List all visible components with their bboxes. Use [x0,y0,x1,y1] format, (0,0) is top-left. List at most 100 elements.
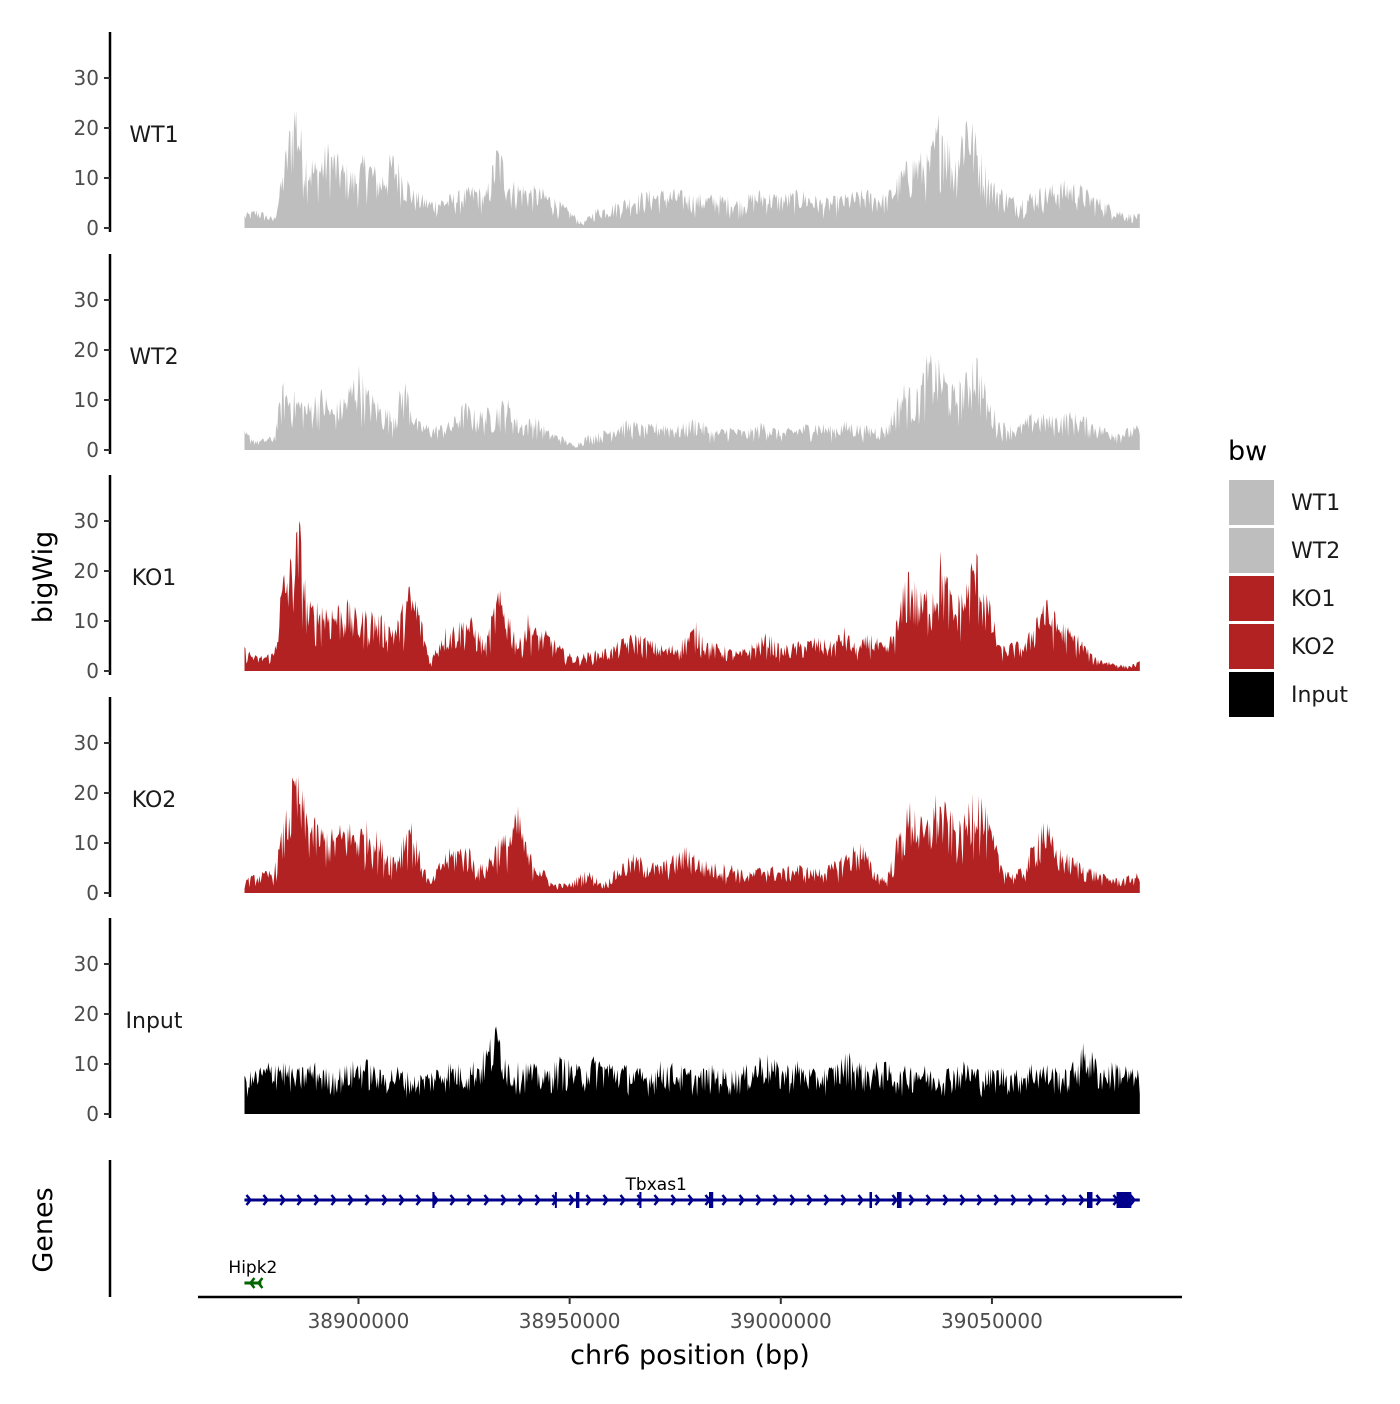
strand-arrow [653,1194,661,1206]
legend-title: bw [1228,436,1267,467]
strand-arrow [364,1194,372,1206]
y-tick-label: 10 [74,166,99,190]
genes-panel-title: Genes [28,1187,59,1272]
x-tick-label: 38950000 [519,1309,621,1333]
strand-arrow [602,1194,610,1206]
track-label: Input [126,1009,183,1034]
legend-swatch-ko1 [1229,576,1274,621]
strand-arrow [279,1194,287,1206]
strand-arrow [483,1194,491,1206]
y-tick-label: 30 [74,731,99,755]
strand-arrow [1027,1194,1035,1206]
strand-arrow [908,1194,916,1206]
strand-arrow [432,1194,440,1206]
strand-arrow [517,1194,525,1206]
strand-arrow [840,1194,848,1206]
y-tick-label: 20 [74,559,99,583]
gene-label: Tbxas1 [625,1175,687,1195]
strand-arrow [449,1194,457,1206]
exon [639,1192,642,1208]
y-tick-label: 20 [74,781,99,805]
strand-arrow [1129,1194,1137,1206]
exon [575,1192,580,1208]
exon [1086,1192,1093,1208]
strand-arrow [721,1194,729,1206]
panel-ko2: 0 10 20 30 KO2 [74,697,1140,905]
strand-arrow [347,1194,355,1206]
gene-tbxas1: Tbxas1 [244,1175,1140,1208]
strand-arrow [313,1194,321,1206]
x-tick-label: 38900000 [308,1309,410,1333]
exon [432,1192,435,1208]
legend-label: Input [1291,683,1348,708]
track-label: WT1 [129,123,178,148]
gene-hipk2: Hipk2 [228,1258,277,1289]
y-tick-label: 30 [74,66,99,90]
exon [554,1192,557,1208]
strand-arrow [789,1194,797,1206]
strand-arrow [534,1194,542,1206]
legend-label: WT2 [1291,539,1340,564]
legend: bw WT1 WT2 KO1 KO2 Input [1228,436,1348,717]
panel-wt1: 0 10 20 30 WT1 [74,32,1140,240]
legend-label: WT1 [1291,491,1340,516]
exon [896,1192,902,1208]
strand-arrow [256,1277,264,1289]
gene-label: Hipk2 [228,1258,277,1278]
panel-ko1: 0 10 20 30 KO1 [74,475,1140,683]
y-tick-label: 20 [74,1002,99,1026]
strand-arrow [755,1194,763,1206]
exon [869,1192,873,1208]
y-tick-label: 20 [74,338,99,362]
strand-arrow [942,1194,950,1206]
y-tick-label: 10 [74,1052,99,1076]
strand-arrow [891,1194,899,1206]
legend-swatch-wt1 [1229,480,1274,525]
strand-arrow [670,1194,678,1206]
strand-arrow [415,1194,423,1206]
strand-arrow [1010,1194,1018,1206]
strand-arrow [687,1194,695,1206]
coverage-area-wt1 [244,110,1140,228]
x-axis: 38900000 38950000 39000000 39050000 [198,1295,1182,1333]
strand-arrow [248,1277,256,1289]
coverage-area-wt2 [244,354,1140,450]
track-label: KO2 [132,788,177,813]
strand-arrow [738,1194,746,1206]
x-tick-label: 39050000 [941,1309,1043,1333]
track-label: WT2 [129,345,178,370]
legend-label: KO2 [1291,635,1336,660]
x-tick-label: 39000000 [730,1309,832,1333]
y-tick-label: 20 [74,116,99,140]
x-axis-title: chr6 position (bp) [570,1340,810,1371]
strand-arrow [1078,1194,1086,1206]
strand-arrow [262,1194,270,1206]
strand-arrow [619,1194,627,1206]
strand-arrow [874,1194,882,1206]
strand-arrow [959,1194,967,1206]
coverage-area-input [244,1026,1140,1114]
strand-arrow [1061,1194,1069,1206]
legend-label: KO1 [1291,587,1336,612]
strand-arrow [857,1194,865,1206]
strand-arrow [330,1194,338,1206]
strand-arrow [993,1194,1001,1206]
y-tick-label: 0 [86,1102,99,1126]
strand-arrow [976,1194,984,1206]
legend-swatch-ko2 [1229,624,1274,669]
y-axis-title: bigWig [28,531,59,624]
strand-arrow [296,1194,304,1206]
y-tick-label: 30 [74,952,99,976]
strand-arrow [568,1194,576,1206]
strand-arrow [1095,1194,1103,1206]
strand-arrow [245,1194,253,1206]
strand-arrow [466,1194,474,1206]
bigwig-panels: 0 10 20 30 WT1 0 10 20 30 WT2 0 10 20 30 KO1 0 10 20 30 KO2… [74,32,1140,1126]
strand-arrow [925,1194,933,1206]
genes-panel: Tbxas1 Hipk2 [108,1160,1140,1297]
strand-arrow [500,1194,508,1206]
y-tick-label: 0 [86,881,99,905]
strand-arrow [823,1194,831,1206]
legend-swatch-input [1229,672,1274,717]
